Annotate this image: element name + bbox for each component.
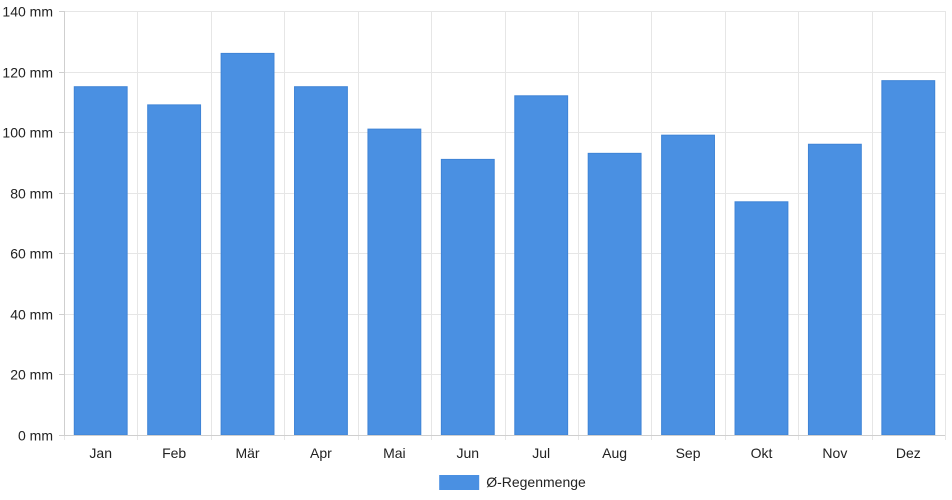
- y-axis: 0 mm 20 mm 40 mm 60 mm 80 mm 100 mm 120 mm 140 …: [2, 4, 65, 444]
- y-tick-label: 20 mm: [10, 367, 53, 383]
- y-tick-label: 120 mm: [2, 65, 53, 81]
- x-tick-label: Nov: [822, 445, 847, 461]
- y-tick-label: 60 mm: [10, 246, 53, 262]
- x-tick-label: Jun: [457, 445, 480, 461]
- y-tick-label: 140 mm: [2, 4, 53, 20]
- x-tick-label: Mär: [235, 445, 259, 461]
- bar-jun[interactable]: [440, 158, 495, 436]
- y-tick-label: 40 mm: [10, 307, 53, 323]
- bar-apr[interactable]: [294, 86, 348, 436]
- bar-nov[interactable]: [807, 143, 862, 436]
- legend[interactable]: Ø-Regenmenge: [439, 474, 586, 490]
- x-tick-label: Jan: [89, 445, 112, 461]
- x-tick-label: Feb: [162, 445, 186, 461]
- y-tick-label: 0 mm: [18, 428, 53, 444]
- bar-aug[interactable]: [587, 152, 642, 436]
- x-tick-label: Jul: [532, 445, 550, 461]
- bar-jul[interactable]: [514, 95, 569, 436]
- legend-swatch[interactable]: [439, 475, 480, 490]
- x-tick-label: Okt: [751, 445, 773, 461]
- x-tick-label: Apr: [310, 445, 332, 461]
- bars-layer: [73, 52, 936, 436]
- bar-feb[interactable]: [147, 104, 202, 436]
- bar-dez[interactable]: [881, 80, 936, 436]
- bar-mär[interactable]: [220, 52, 275, 436]
- x-tick-label: Dez: [896, 445, 921, 461]
- bar-jan[interactable]: [73, 86, 128, 436]
- x-axis: Jan Feb Mär Apr Mai Jun Jul Aug Sep Okt Nov Dez: [59, 435, 945, 461]
- x-tick-label: Mai: [383, 445, 406, 461]
- bar-okt[interactable]: [734, 201, 789, 436]
- grid-layer: [64, 11, 946, 440]
- bar-sep[interactable]: [661, 134, 715, 436]
- x-tick-label: Sep: [676, 445, 701, 461]
- bar-mai[interactable]: [367, 128, 422, 436]
- y-tick-label: 100 mm: [2, 125, 53, 141]
- legend-label[interactable]: Ø-Regenmenge: [486, 474, 586, 490]
- y-tick-label: 80 mm: [10, 186, 53, 202]
- x-tick-label: Aug: [602, 445, 627, 461]
